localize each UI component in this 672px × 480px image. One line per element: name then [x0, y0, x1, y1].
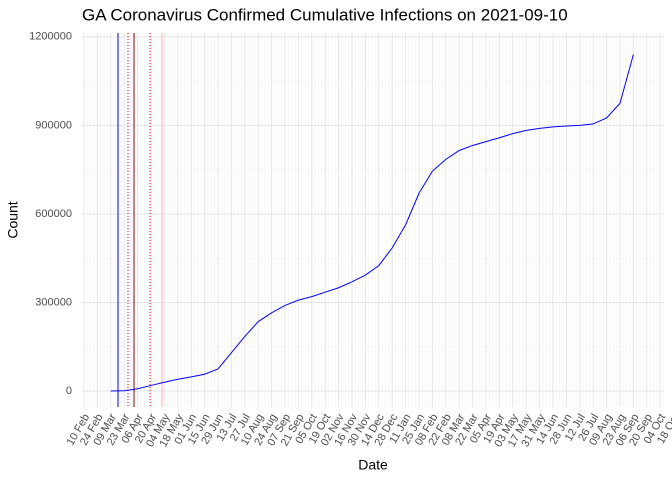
y-tick-label: 900000	[35, 119, 72, 131]
reference-lines	[117, 33, 163, 407]
grid	[82, 33, 664, 407]
y-tick-label: 0	[66, 385, 72, 397]
chart-title: GA Coronavirus Confirmed Cumulative Infe…	[82, 5, 568, 24]
y-tick-label: 600000	[35, 208, 72, 220]
x-axis-title: Date	[358, 457, 388, 473]
y-tick-label: 300000	[35, 296, 72, 308]
data-line	[110, 54, 634, 392]
y-axis-title: Count	[5, 201, 21, 238]
y-tick-label: 1200000	[29, 31, 72, 43]
